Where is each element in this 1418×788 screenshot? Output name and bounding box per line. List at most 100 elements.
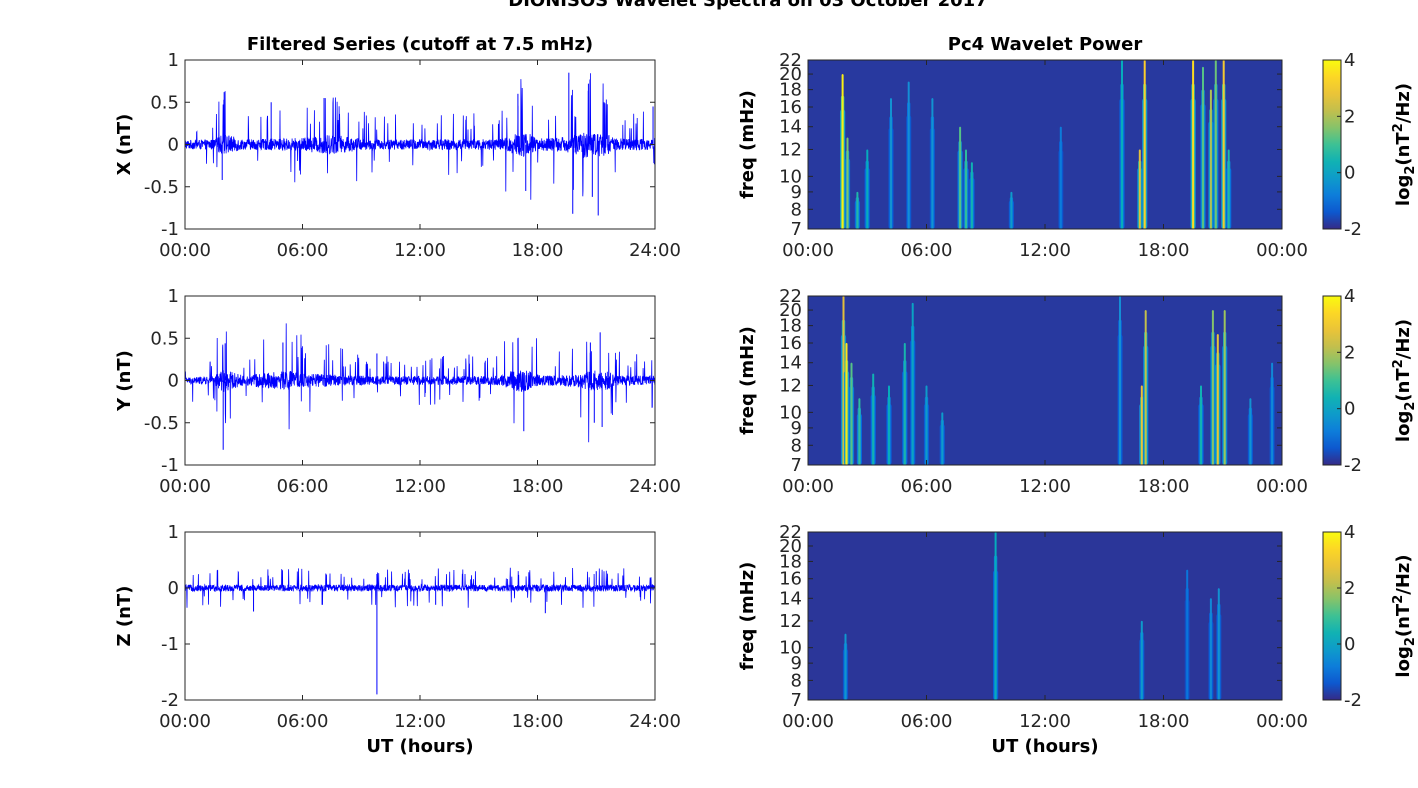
x-tick-label: 00:00 bbox=[1256, 711, 1308, 732]
series-line bbox=[185, 567, 655, 608]
colorbar-tick-label: 2 bbox=[1344, 106, 1355, 127]
heatmap-streaks bbox=[842, 532, 1222, 700]
y-tick-label: 0 bbox=[168, 371, 179, 392]
heatmap-background bbox=[808, 532, 1282, 700]
x-tick-label: 06:00 bbox=[277, 240, 329, 261]
wavelet-streak bbox=[1210, 598, 1212, 700]
x-tick-label: 18:00 bbox=[1138, 240, 1190, 261]
x-tick-label: 06:00 bbox=[277, 476, 329, 497]
y-tick-label: 22 bbox=[779, 286, 802, 307]
y-axis-label: freq (mHz) bbox=[737, 562, 758, 671]
wavelet-streak bbox=[1186, 569, 1188, 700]
x-tick-label: 06:00 bbox=[901, 240, 953, 261]
y-axis-label: X (nT) bbox=[114, 114, 135, 176]
y-tick-label: 8 bbox=[791, 199, 802, 220]
x-tick-label: 06:00 bbox=[901, 476, 953, 497]
wavelet-streak bbox=[1210, 89, 1212, 229]
x-tick-label: 18:00 bbox=[1138, 711, 1190, 732]
wavelet-streak bbox=[1011, 191, 1012, 229]
x-tick-label: 24:00 bbox=[629, 476, 681, 497]
wavelet-streak bbox=[1200, 385, 1202, 465]
colorbar: -2 0 2 4 log2(nT2/Hz) bbox=[1322, 286, 1418, 476]
wavelet-streak bbox=[971, 162, 973, 229]
wavelet-streak bbox=[847, 137, 848, 229]
y-tick-label: 7 bbox=[791, 219, 802, 240]
wavelet-streak bbox=[908, 81, 910, 229]
y-tick-label: 14 bbox=[779, 117, 802, 138]
colorbar-tick-label: 4 bbox=[1344, 50, 1355, 71]
y-axis-label: freq (mHz) bbox=[737, 90, 758, 199]
wavelet-streak bbox=[1119, 296, 1121, 465]
colorbar-scale bbox=[1322, 531, 1342, 701]
colorbar-label: log2(nT2/Hz) bbox=[1391, 83, 1418, 206]
axes-box bbox=[184, 295, 656, 466]
x-tick-label: 00:00 bbox=[159, 240, 211, 261]
wavelet-streak bbox=[843, 296, 844, 465]
y-tick-label: -1 bbox=[161, 219, 179, 240]
x-tick-label: 24:00 bbox=[629, 240, 681, 261]
x-tick-label: 12:00 bbox=[1019, 711, 1071, 732]
colorbar-scale bbox=[1322, 295, 1342, 466]
y-tick-label: 18 bbox=[779, 80, 802, 101]
colorbar-tick-label: 2 bbox=[1344, 578, 1355, 599]
axes-box bbox=[184, 531, 656, 701]
x-tick-label: 12:00 bbox=[1019, 240, 1071, 261]
x-tick-label: 00:00 bbox=[782, 711, 834, 732]
wavelet-streak bbox=[1141, 385, 1143, 465]
panels: -1 -0.5 0 0.5 1 00:00 06:00 12:00 18:00 24:00 Filt… bbox=[114, 34, 1418, 757]
wavelet-streak bbox=[1250, 398, 1251, 465]
wavelet-streak bbox=[856, 191, 858, 229]
wavelet-streak bbox=[1060, 126, 1062, 229]
axes-box bbox=[807, 295, 1283, 466]
series-panel-0: -1 -0.5 0 0.5 1 00:00 06:00 12:00 18:00 24:00 Filt… bbox=[114, 34, 681, 261]
y-tick-label: 22 bbox=[779, 50, 802, 71]
x-tick-label: 00:00 bbox=[1256, 476, 1308, 497]
x-tick-label: 12:00 bbox=[394, 240, 446, 261]
wavelet-streak bbox=[1271, 362, 1273, 465]
wavelet-streak bbox=[912, 302, 914, 465]
colorbar-tick-label: 0 bbox=[1344, 163, 1355, 184]
y-tick-label: 1 bbox=[168, 286, 179, 307]
y-tick-label: 16 bbox=[779, 333, 802, 354]
chart-title: Filtered Series (cutoff at 7.5 mHz) bbox=[247, 34, 593, 55]
y-tick-label: 20 bbox=[779, 64, 802, 85]
x-tick-label: 00:00 bbox=[159, 711, 211, 732]
y-tick-label: 16 bbox=[779, 97, 802, 118]
wavelet-streak bbox=[1217, 334, 1219, 465]
y-tick-label: 14 bbox=[779, 353, 802, 374]
wavelet-streak bbox=[846, 343, 847, 465]
colorbar-tick-label: 2 bbox=[1344, 342, 1355, 363]
axes-box bbox=[184, 59, 656, 230]
y-tick-label: 18 bbox=[779, 316, 802, 337]
x-tick-label: 18:00 bbox=[512, 476, 564, 497]
wavelet-streak bbox=[1139, 149, 1141, 229]
y-tick-label: 9 bbox=[791, 653, 802, 674]
series-panel-2: -2 -1 0 1 00:00 06:00 12:00 18:00 24:00 UT (hours… bbox=[114, 522, 681, 757]
colorbar-tick-label: -2 bbox=[1344, 690, 1362, 711]
y-tick-label: 18 bbox=[779, 551, 802, 572]
chart-title: Pc4 Wavelet Power bbox=[948, 34, 1143, 55]
series-line bbox=[185, 73, 655, 200]
y-tick-label: 12 bbox=[779, 611, 802, 632]
colorbar-tick-label: -2 bbox=[1344, 219, 1362, 240]
x-tick-label: 00:00 bbox=[1256, 240, 1308, 261]
y-axis-label: freq (mHz) bbox=[737, 326, 758, 435]
wavelet-streak bbox=[1212, 310, 1214, 465]
wavelet-streak bbox=[1145, 310, 1147, 465]
y-axis-label: Y (nT) bbox=[114, 350, 135, 412]
y-tick-label: 0.5 bbox=[150, 328, 179, 349]
y-tick-label: 0 bbox=[168, 135, 179, 156]
y-tick-label: -0.5 bbox=[144, 177, 179, 198]
wavelet-streak bbox=[1228, 149, 1230, 229]
wavelet-streak bbox=[1144, 60, 1146, 229]
wavelet-streak bbox=[1192, 60, 1194, 229]
y-tick-label: 8 bbox=[791, 435, 802, 456]
wavelet-streak bbox=[842, 74, 843, 229]
x-axis-label: UT (hours) bbox=[991, 736, 1098, 757]
x-tick-label: 24:00 bbox=[629, 711, 681, 732]
y-tick-label: 10 bbox=[779, 402, 802, 423]
x-axis-label: UT (hours) bbox=[366, 736, 473, 757]
